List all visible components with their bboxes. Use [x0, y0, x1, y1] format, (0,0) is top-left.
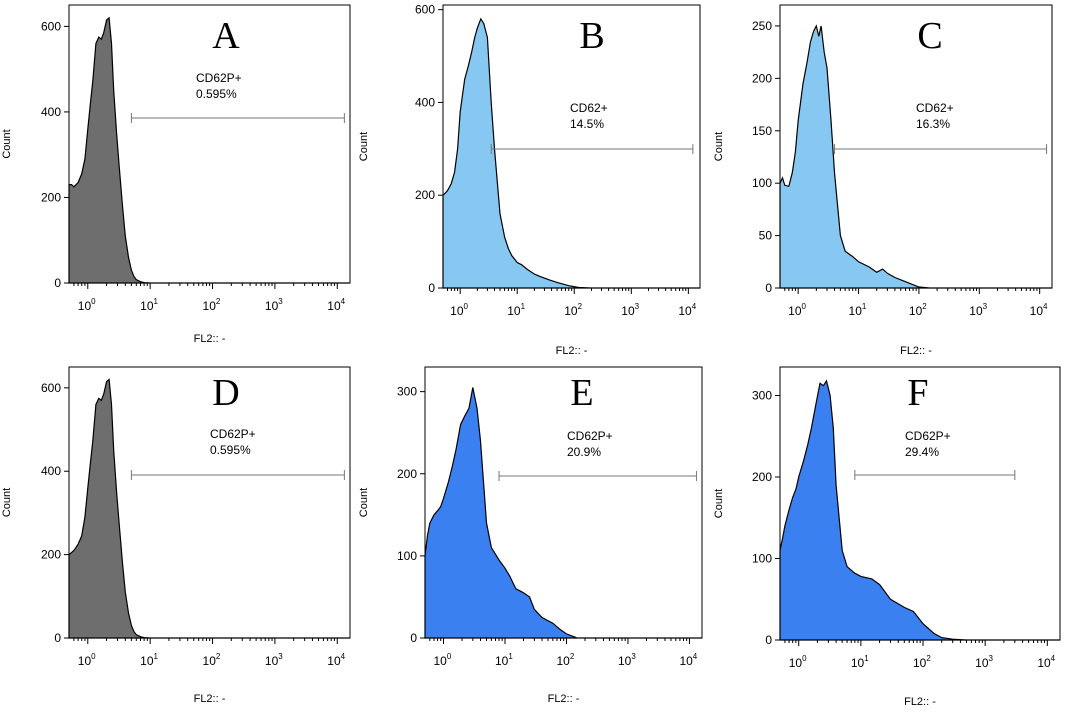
x-tick-label: 100	[78, 297, 96, 313]
x-tick-label: 103	[969, 302, 987, 318]
gate-percent: 0.595%	[196, 87, 237, 101]
x-tick-label: 100	[450, 302, 468, 318]
y-tick-label: 200	[41, 548, 61, 562]
y-tick-label: 600	[41, 381, 61, 395]
x-tick-label: 104	[679, 652, 697, 668]
gate-percent: 0.595%	[210, 443, 251, 457]
x-axis-title: FL2:: -	[194, 333, 226, 345]
y-tick-label: 100	[752, 176, 772, 190]
y-tick-label: 250	[752, 19, 772, 33]
y-tick-label: 150	[752, 124, 772, 138]
histogram-area	[779, 24, 1052, 289]
y-tick-label: 200	[752, 71, 772, 85]
y-tick-label: 400	[41, 464, 61, 478]
y-tick-label: 200	[752, 470, 772, 484]
y-tick-label: 200	[415, 188, 435, 202]
y-tick-label: 400	[415, 95, 435, 109]
y-tick-label: 100	[397, 549, 417, 563]
histogram-area	[68, 16, 350, 284]
x-axis-title: FL2:: -	[556, 345, 588, 357]
gate-name: CD62+	[916, 101, 954, 115]
x-axis-title: FL2:: -	[900, 345, 932, 357]
x-tick-label: 103	[265, 297, 283, 313]
x-tick-label: 100	[789, 654, 807, 670]
x-axis-title: FL2:: -	[548, 693, 580, 705]
panel-letter: C	[917, 15, 942, 57]
x-tick-label: 101	[851, 654, 869, 670]
y-tick-label: 0	[54, 276, 61, 290]
x-tick-label: 103	[975, 654, 993, 670]
y-axis-title: Count	[358, 488, 370, 517]
x-tick-label: 103	[265, 652, 283, 668]
x-tick-label: 101	[140, 297, 158, 313]
y-axis-title: Count	[358, 132, 370, 161]
y-tick-label: 600	[415, 3, 435, 17]
x-tick-label: 104	[678, 302, 696, 318]
histogram-area	[68, 378, 350, 639]
x-tick-label: 102	[564, 302, 582, 318]
x-tick-label: 103	[621, 302, 639, 318]
panel-letter: F	[907, 372, 928, 414]
y-tick-label: 0	[54, 631, 61, 645]
x-tick-label: 103	[618, 652, 636, 668]
x-tick-label: 104	[327, 297, 345, 313]
y-tick-label: 100	[752, 552, 772, 566]
x-tick-label: 101	[849, 302, 867, 318]
x-tick-label: 102	[556, 652, 574, 668]
y-tick-label: 300	[397, 385, 417, 399]
x-tick-label: 102	[203, 652, 221, 668]
x-tick-label: 104	[327, 652, 345, 668]
x-tick-label: 100	[434, 652, 452, 668]
y-axis-title: Count	[713, 489, 725, 518]
panel-letter: E	[570, 372, 593, 414]
gate-percent: 29.4%	[905, 445, 939, 459]
x-tick-label: 101	[140, 652, 158, 668]
x-tick-label: 102	[913, 654, 931, 670]
y-tick-label: 0	[765, 633, 772, 647]
y-tick-label: 0	[410, 631, 417, 645]
panel-letter: D	[212, 372, 239, 414]
gate-name: CD62P+	[567, 429, 613, 443]
gate-name: CD62+	[570, 101, 608, 115]
x-tick-label: 102	[909, 302, 927, 318]
x-tick-label: 101	[507, 302, 525, 318]
x-axis-title: FL2:: -	[194, 693, 226, 705]
gate-percent: 20.9%	[567, 445, 601, 459]
y-axis-title: Count	[713, 132, 725, 161]
gate-percent: 16.3%	[916, 117, 950, 131]
y-tick-label: 400	[41, 105, 61, 119]
x-axis-title: FL2:: -	[904, 696, 936, 708]
y-tick-label: 600	[41, 19, 61, 33]
x-tick-label: 104	[1030, 302, 1048, 318]
x-tick-label: 102	[203, 297, 221, 313]
panel-letter: A	[212, 15, 240, 57]
x-tick-label: 101	[495, 652, 513, 668]
gate-name: CD62P+	[905, 429, 951, 443]
y-axis-title: Count	[1, 129, 13, 158]
gate-name: CD62P+	[196, 71, 242, 85]
panel-letter: B	[579, 15, 604, 57]
histogram-area	[424, 387, 702, 639]
gate-name: CD62P+	[210, 427, 256, 441]
x-tick-label: 100	[78, 652, 96, 668]
y-tick-label: 50	[759, 229, 773, 243]
y-tick-label: 200	[41, 190, 61, 204]
gate-percent: 14.5%	[570, 117, 604, 131]
x-tick-label: 104	[1037, 654, 1055, 670]
y-tick-label: 300	[752, 389, 772, 403]
y-tick-label: 0	[765, 281, 772, 295]
x-tick-label: 100	[788, 302, 806, 318]
y-tick-label: 200	[397, 467, 417, 481]
histogram-area	[779, 379, 1060, 641]
histogram-area	[442, 17, 700, 289]
y-tick-label: 0	[428, 281, 435, 295]
y-axis-title: Count	[1, 488, 13, 517]
